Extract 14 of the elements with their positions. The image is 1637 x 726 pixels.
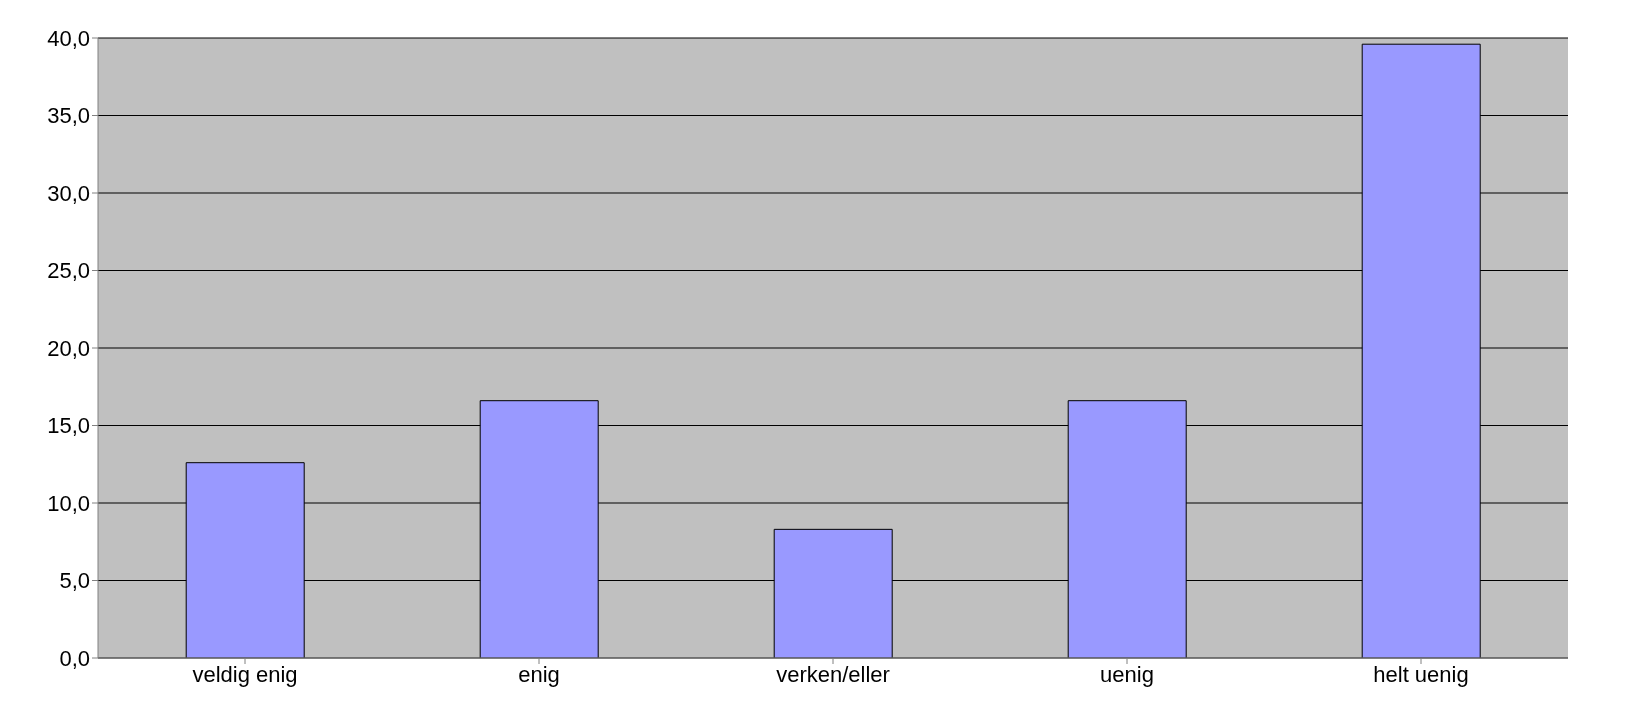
y-tick-label: 30,0 bbox=[47, 180, 90, 206]
x-tick-label: uenig bbox=[1100, 661, 1154, 687]
y-tick-label: 40,0 bbox=[47, 25, 90, 51]
x-tick-label: enig bbox=[518, 661, 560, 687]
x-tick-label: verken/eller bbox=[776, 661, 890, 687]
x-tick-label: veldig enig bbox=[192, 661, 298, 687]
y-tick-label: 10,0 bbox=[47, 490, 90, 516]
y-tick-label: 35,0 bbox=[47, 103, 90, 129]
x-tick-label: helt uenig bbox=[1373, 661, 1469, 687]
y-tick-label: 15,0 bbox=[47, 413, 90, 439]
y-tick-label: 25,0 bbox=[47, 258, 90, 284]
y-tick-label: 0,0 bbox=[59, 645, 90, 671]
y-tick-label: 5,0 bbox=[59, 568, 90, 594]
y-tick-label: 20,0 bbox=[47, 335, 90, 361]
